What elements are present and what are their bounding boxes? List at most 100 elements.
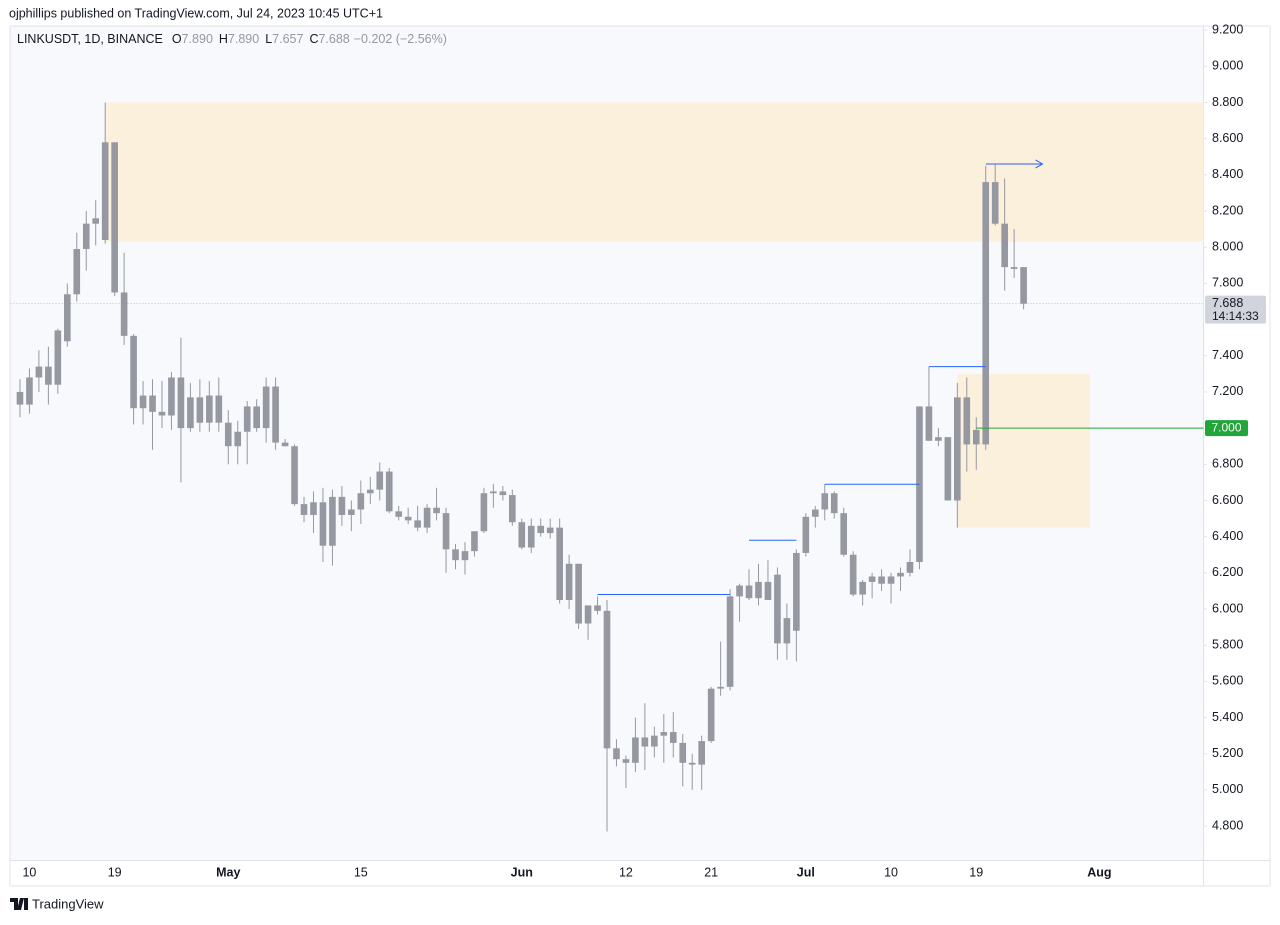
candle-body xyxy=(925,406,933,441)
candle-body xyxy=(120,292,128,336)
y-tick-label: 5.600 xyxy=(1212,674,1243,688)
x-tick-label: 21 xyxy=(704,865,718,879)
candle-body xyxy=(262,386,270,429)
last-price-label: 7.688 xyxy=(1212,296,1243,310)
candle-body xyxy=(717,686,724,689)
overlay xyxy=(597,159,1204,596)
candle-body xyxy=(944,437,952,501)
candle-body xyxy=(452,549,459,561)
candle-body xyxy=(253,406,260,429)
legend-change: −0.202 (−2.56%) xyxy=(354,32,447,46)
y-tick-label: 6.600 xyxy=(1212,493,1243,507)
candle-body xyxy=(1020,267,1027,304)
legend-value: 7.657 xyxy=(272,32,303,46)
candle-body xyxy=(300,504,308,515)
candle-body xyxy=(376,471,384,490)
candle-body xyxy=(461,551,469,561)
candle-body xyxy=(329,496,336,546)
candle-body xyxy=(783,618,791,644)
x-tick-label: Aug xyxy=(1087,865,1111,879)
zone xyxy=(105,102,1204,242)
x-tick-label: 10 xyxy=(884,865,898,879)
y-tick-label: 5.200 xyxy=(1212,746,1243,760)
candle-body xyxy=(471,531,478,552)
publish-note: ojphillips published on TradingView.com,… xyxy=(9,6,383,20)
candle-body xyxy=(404,516,412,521)
candle-body xyxy=(868,576,876,582)
candle-body xyxy=(802,516,810,553)
candle-body xyxy=(518,522,526,548)
candle-body xyxy=(385,471,393,512)
candle-body xyxy=(991,182,999,224)
candle-body xyxy=(423,507,431,528)
candle-body xyxy=(395,511,403,517)
marker-label: 7.000 xyxy=(1211,420,1241,434)
y-tick-label: 8.400 xyxy=(1212,167,1243,181)
x-tick-label: 10 xyxy=(22,865,36,879)
candle-body xyxy=(54,330,62,385)
y-tick-label: 4.800 xyxy=(1212,818,1243,832)
candle-body xyxy=(897,572,904,577)
candle-body xyxy=(859,581,866,595)
candle-body xyxy=(972,429,980,445)
candle-body xyxy=(310,502,317,515)
candle-body xyxy=(622,759,630,763)
candle-body xyxy=(774,574,781,644)
candle-body xyxy=(480,493,488,532)
candle-body xyxy=(16,391,24,405)
brand-name: TradingView xyxy=(32,896,104,911)
x-tick-label: 15 xyxy=(354,865,368,879)
candle-body xyxy=(92,218,100,224)
frame xyxy=(9,25,1271,887)
legend-symbol: LINKUSDT, 1D, BINANCE xyxy=(17,32,163,46)
candle-body xyxy=(603,610,611,749)
x-tick-label: Jun xyxy=(511,865,533,879)
y-tick-label: 8.600 xyxy=(1212,131,1243,145)
y-tick-label: 9.200 xyxy=(1212,22,1243,36)
legend-key: L xyxy=(265,32,272,46)
x-tick-label: Jul xyxy=(797,865,815,879)
candle-body xyxy=(82,223,90,250)
candle-body xyxy=(1001,223,1008,268)
candle-body xyxy=(887,576,895,584)
candle-body xyxy=(755,581,762,599)
candle-body xyxy=(584,605,592,624)
y-tick-label: 8.000 xyxy=(1212,240,1243,254)
candle-body xyxy=(982,182,990,445)
last-price-bg xyxy=(1205,295,1266,324)
candle-body xyxy=(234,431,242,447)
candle-body xyxy=(698,741,705,765)
candle-body xyxy=(35,366,43,378)
candle-body xyxy=(821,493,829,510)
candle-body xyxy=(433,507,440,514)
candle-body xyxy=(745,585,753,599)
candle-body xyxy=(565,563,573,600)
candle-body xyxy=(158,411,166,416)
y-tick-label: 8.800 xyxy=(1212,95,1243,109)
y-tick-label: 5.800 xyxy=(1212,638,1243,652)
candle-body xyxy=(291,446,298,505)
y-tick-label: 6.200 xyxy=(1212,565,1243,579)
candle-body xyxy=(906,561,914,573)
x-tick-label: May xyxy=(216,865,240,879)
legend-key: H xyxy=(219,32,228,46)
candle-body xyxy=(177,377,185,429)
candle-body xyxy=(149,395,156,412)
candle-body xyxy=(272,386,279,443)
level-arrow xyxy=(1035,159,1044,169)
candle-body xyxy=(130,335,137,409)
candle-body xyxy=(63,294,71,342)
candle-body xyxy=(793,552,800,631)
x-tick-label: 19 xyxy=(969,865,983,879)
y-tick-label: 5.000 xyxy=(1212,782,1243,796)
candle-body xyxy=(594,605,601,611)
candle-body xyxy=(963,397,971,445)
legend-key: O xyxy=(172,32,182,46)
legend-value: 7.890 xyxy=(228,32,259,46)
candle-body xyxy=(348,509,355,515)
candle-body xyxy=(357,493,365,510)
candle-body xyxy=(575,563,582,624)
candle-body xyxy=(764,581,772,600)
candle-body xyxy=(338,496,346,515)
